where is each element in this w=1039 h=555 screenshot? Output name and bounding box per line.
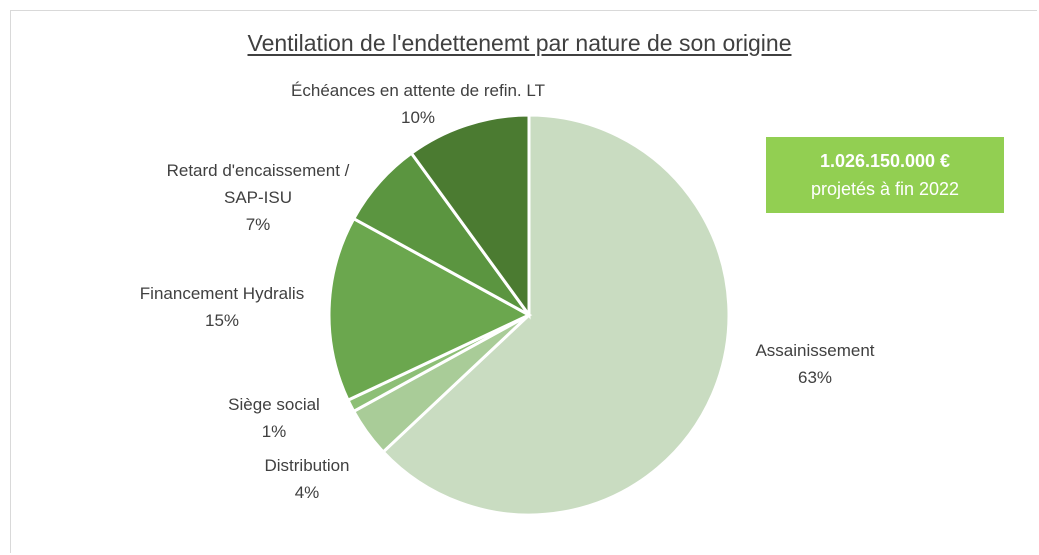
chart-title-text: Ventilation de l'endettenemt par nature … [247, 30, 792, 56]
slice-label: Retard d'encaissement / SAP-ISU 7% [151, 157, 366, 238]
category-label: Retard d'encaissement / SAP-ISU [166, 161, 350, 207]
value-label: 10% [400, 108, 436, 127]
annotation-box: 1.026.150.000 € projetés à fin 2022 [766, 137, 1004, 213]
slice-label: Assainissement 63% [755, 337, 874, 391]
category-label: Assainissement [755, 341, 875, 360]
pie-slice [381, 113, 731, 517]
slice-label: Distribution 4% [264, 452, 349, 506]
slice-label: Financement Hydralis 15% [140, 280, 304, 334]
category-label: Financement Hydralis [139, 284, 305, 303]
chart-title: Ventilation de l'endettenemt par nature … [0, 30, 1039, 57]
annotation-note: projetés à fin 2022 [810, 179, 960, 199]
value-label: 7% [245, 215, 271, 234]
frame [10, 10, 1037, 553]
annotation-amount: 1.026.150.000 € [819, 151, 951, 171]
slice-label: Échéances en attente de refin. LT 10% [291, 77, 545, 131]
pie-slice [327, 216, 533, 403]
category-label: Échéances en attente de refin. LT [291, 81, 545, 100]
value-label: 15% [204, 311, 240, 330]
pie-slice [409, 113, 531, 320]
value-label: 63% [797, 368, 833, 387]
value-label: 1% [261, 422, 287, 441]
category-label: Siège social [228, 395, 320, 414]
value-label: 4% [294, 483, 320, 502]
slice-label: Siège social 1% [228, 391, 320, 445]
category-label: Distribution [264, 456, 350, 475]
